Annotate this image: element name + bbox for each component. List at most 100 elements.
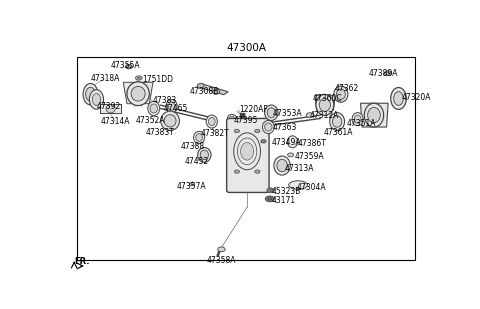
FancyBboxPatch shape: [227, 118, 269, 193]
Ellipse shape: [229, 116, 234, 120]
Ellipse shape: [127, 82, 149, 106]
Text: 47308B: 47308B: [190, 87, 219, 96]
Ellipse shape: [89, 90, 104, 109]
Ellipse shape: [288, 136, 298, 148]
Text: 43171: 43171: [271, 196, 295, 205]
Circle shape: [127, 65, 131, 68]
Circle shape: [267, 197, 272, 200]
Circle shape: [384, 71, 392, 76]
Text: 47382T: 47382T: [201, 129, 230, 138]
Ellipse shape: [394, 91, 403, 105]
Text: 47353A: 47353A: [273, 109, 302, 118]
Ellipse shape: [168, 102, 175, 110]
Circle shape: [218, 247, 225, 252]
Polygon shape: [100, 104, 121, 113]
Ellipse shape: [333, 116, 342, 127]
Circle shape: [267, 188, 274, 193]
Text: 47300A: 47300A: [226, 43, 266, 53]
Ellipse shape: [125, 65, 132, 69]
Ellipse shape: [198, 147, 211, 162]
Text: 47389A: 47389A: [369, 69, 398, 78]
Ellipse shape: [193, 131, 204, 144]
Ellipse shape: [213, 89, 220, 94]
Ellipse shape: [264, 105, 278, 121]
Ellipse shape: [267, 108, 276, 118]
Circle shape: [137, 77, 140, 79]
Circle shape: [190, 182, 195, 186]
Ellipse shape: [264, 123, 272, 131]
Ellipse shape: [274, 156, 290, 175]
Circle shape: [288, 153, 294, 157]
Circle shape: [234, 129, 240, 133]
Circle shape: [386, 72, 390, 74]
Ellipse shape: [368, 108, 380, 123]
Text: 47312A: 47312A: [309, 111, 338, 120]
Text: 47360C: 47360C: [312, 95, 342, 104]
Ellipse shape: [196, 134, 203, 141]
Ellipse shape: [148, 101, 160, 116]
Ellipse shape: [92, 93, 100, 105]
Ellipse shape: [334, 86, 348, 102]
Text: 47357A: 47357A: [176, 183, 206, 192]
Circle shape: [234, 170, 240, 173]
Text: 47304A: 47304A: [296, 183, 326, 192]
Text: 47383: 47383: [152, 95, 177, 105]
Ellipse shape: [83, 83, 98, 105]
Ellipse shape: [197, 83, 204, 88]
Ellipse shape: [164, 115, 176, 127]
Ellipse shape: [206, 115, 217, 128]
Ellipse shape: [106, 104, 115, 113]
Text: 47383T: 47383T: [145, 128, 174, 137]
Ellipse shape: [200, 150, 208, 160]
Text: 47351A: 47351A: [347, 119, 376, 128]
Text: 47352A: 47352A: [135, 116, 165, 125]
Polygon shape: [123, 82, 153, 104]
Ellipse shape: [166, 99, 177, 112]
Ellipse shape: [85, 87, 96, 101]
Text: 47465: 47465: [163, 104, 188, 113]
Circle shape: [306, 113, 314, 117]
Text: 47349A: 47349A: [271, 138, 301, 147]
Polygon shape: [360, 103, 388, 127]
Text: 1751DD: 1751DD: [143, 75, 174, 84]
Text: 47386T: 47386T: [298, 139, 327, 148]
Text: 47355A: 47355A: [110, 61, 140, 70]
Ellipse shape: [354, 115, 361, 123]
Ellipse shape: [319, 98, 330, 112]
Polygon shape: [230, 118, 265, 189]
Text: FR.: FR.: [74, 257, 90, 266]
Ellipse shape: [161, 111, 180, 131]
Text: 47318A: 47318A: [91, 74, 120, 83]
Circle shape: [135, 76, 142, 80]
Text: 47452: 47452: [185, 157, 209, 166]
Text: 47363: 47363: [273, 123, 297, 132]
Ellipse shape: [228, 114, 236, 121]
Text: 47362: 47362: [334, 84, 359, 93]
Circle shape: [269, 189, 273, 192]
Ellipse shape: [330, 112, 345, 130]
Circle shape: [265, 196, 274, 202]
Ellipse shape: [208, 117, 215, 125]
Ellipse shape: [336, 89, 345, 99]
Ellipse shape: [263, 121, 274, 133]
Text: 47313A: 47313A: [285, 164, 314, 173]
Text: 47361A: 47361A: [324, 128, 353, 137]
Circle shape: [255, 129, 260, 133]
Ellipse shape: [240, 142, 253, 160]
Polygon shape: [315, 95, 335, 110]
Ellipse shape: [289, 181, 307, 189]
Polygon shape: [197, 84, 228, 95]
Ellipse shape: [391, 87, 407, 109]
Bar: [77, 57, 415, 260]
Text: 47395: 47395: [234, 116, 258, 125]
Ellipse shape: [131, 86, 145, 101]
Ellipse shape: [364, 103, 384, 127]
Text: 1220AF: 1220AF: [240, 105, 268, 114]
Text: 45323B: 45323B: [271, 187, 300, 196]
Text: 47358A: 47358A: [207, 256, 237, 265]
Text: 47320A: 47320A: [401, 92, 431, 102]
Ellipse shape: [277, 159, 288, 172]
Text: 47359A: 47359A: [295, 151, 325, 161]
Text: 47314A: 47314A: [100, 117, 130, 126]
Ellipse shape: [150, 104, 157, 113]
